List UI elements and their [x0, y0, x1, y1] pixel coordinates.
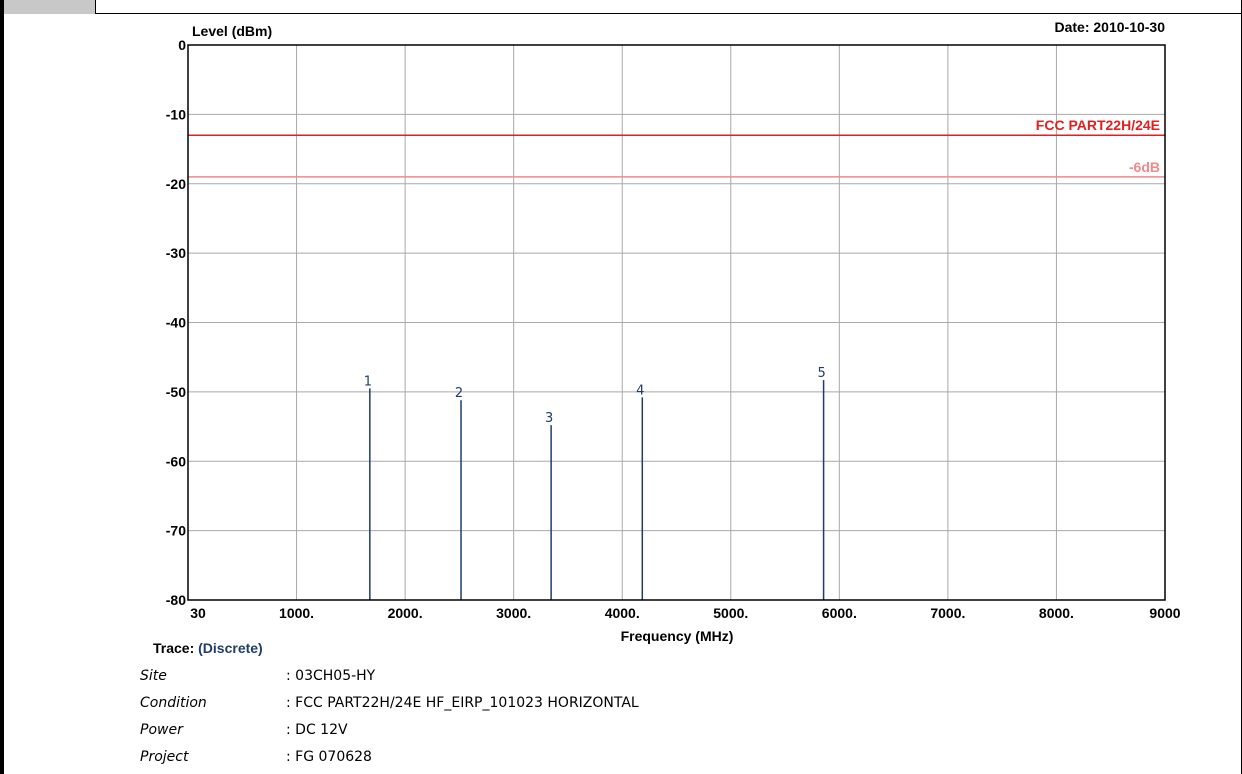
info-row-site: Site : 03CH05-HY — [140, 668, 375, 684]
info-key: Condition — [140, 695, 207, 711]
top-border — [0, 0, 1242, 14]
y-tick-label: -50 — [166, 384, 186, 400]
y-tick-label: -70 — [166, 523, 186, 539]
date-label: Date: 2010-10-30 — [1054, 19, 1165, 35]
info-value: : FG 070628 — [286, 749, 372, 765]
marker-label: 3 — [545, 411, 553, 426]
y-tick-label: -60 — [166, 453, 186, 469]
info-row-power: Power : DC 12V — [140, 722, 348, 738]
y-tick-label: -10 — [166, 106, 186, 122]
x-axis-label: Frequency (MHz) — [621, 628, 734, 644]
plot-area — [187, 44, 1166, 601]
header-tab — [0, 0, 96, 14]
y-tick-label: -40 — [166, 315, 186, 331]
x-tick-label: 6000. — [822, 605, 857, 621]
x-tick-label: 4000. — [605, 605, 640, 621]
x-tick-label: 9000 — [1149, 605, 1180, 621]
limit-line-label: FCC PART22H/24E — [1036, 117, 1160, 133]
x-tick-label: 30 — [190, 605, 206, 621]
x-tick-label: 8000. — [1039, 605, 1074, 621]
info-value: : 03CH05-HY — [286, 668, 376, 684]
y-tick-label: -30 — [166, 245, 186, 261]
right-border — [1240, 0, 1242, 774]
y-axis-label: Level (dBm) — [192, 23, 272, 39]
trace-value: (Discrete) — [198, 640, 263, 656]
info-row-project: Project : FG 070628 — [140, 749, 372, 765]
info-row-condition: Condition : FCC PART22H/24E HF_EIRP_10102… — [140, 695, 639, 711]
info-value: : FCC PART22H/24E HF_EIRP_101023 HORIZON… — [286, 695, 639, 711]
left-border — [0, 0, 4, 774]
marker-label: 2 — [455, 386, 463, 401]
x-tick-label: 1000. — [279, 605, 314, 621]
x-axis-ticks: 30 1000. 2000. 3000. 4000. 5000. 6000. 7000. 800… — [190, 605, 1181, 621]
y-axis-ticks: 0 -10 -20 -30 -40 -50 -60 -70 -80 — [166, 37, 186, 608]
x-tick-label: 7000. — [930, 605, 965, 621]
marker-label: 4 — [636, 383, 644, 398]
x-tick-label: 3000. — [496, 605, 531, 621]
y-tick-label: -80 — [166, 592, 186, 608]
marker-label: 1 — [364, 374, 372, 389]
grid — [188, 45, 1165, 600]
info-value: : DC 12V — [286, 722, 348, 738]
x-tick-label: 2000. — [388, 605, 423, 621]
info-key: Site — [140, 668, 167, 684]
trace-line: Trace: (Discrete) — [153, 640, 263, 656]
limit-lines: FCC PART22H/24E -6dB — [188, 117, 1165, 178]
x-tick-label: 5000. — [713, 605, 748, 621]
info-key: Power — [140, 722, 183, 738]
y-tick-label: 0 — [178, 37, 186, 53]
y-tick-label: -20 — [166, 176, 186, 192]
trace-label: Trace: — [153, 640, 195, 656]
marker-label: 5 — [817, 366, 825, 381]
markers: 1 2 3 4 5 — [364, 366, 826, 600]
limit-line-label: -6dB — [1129, 159, 1160, 175]
info-key: Project — [140, 749, 189, 765]
